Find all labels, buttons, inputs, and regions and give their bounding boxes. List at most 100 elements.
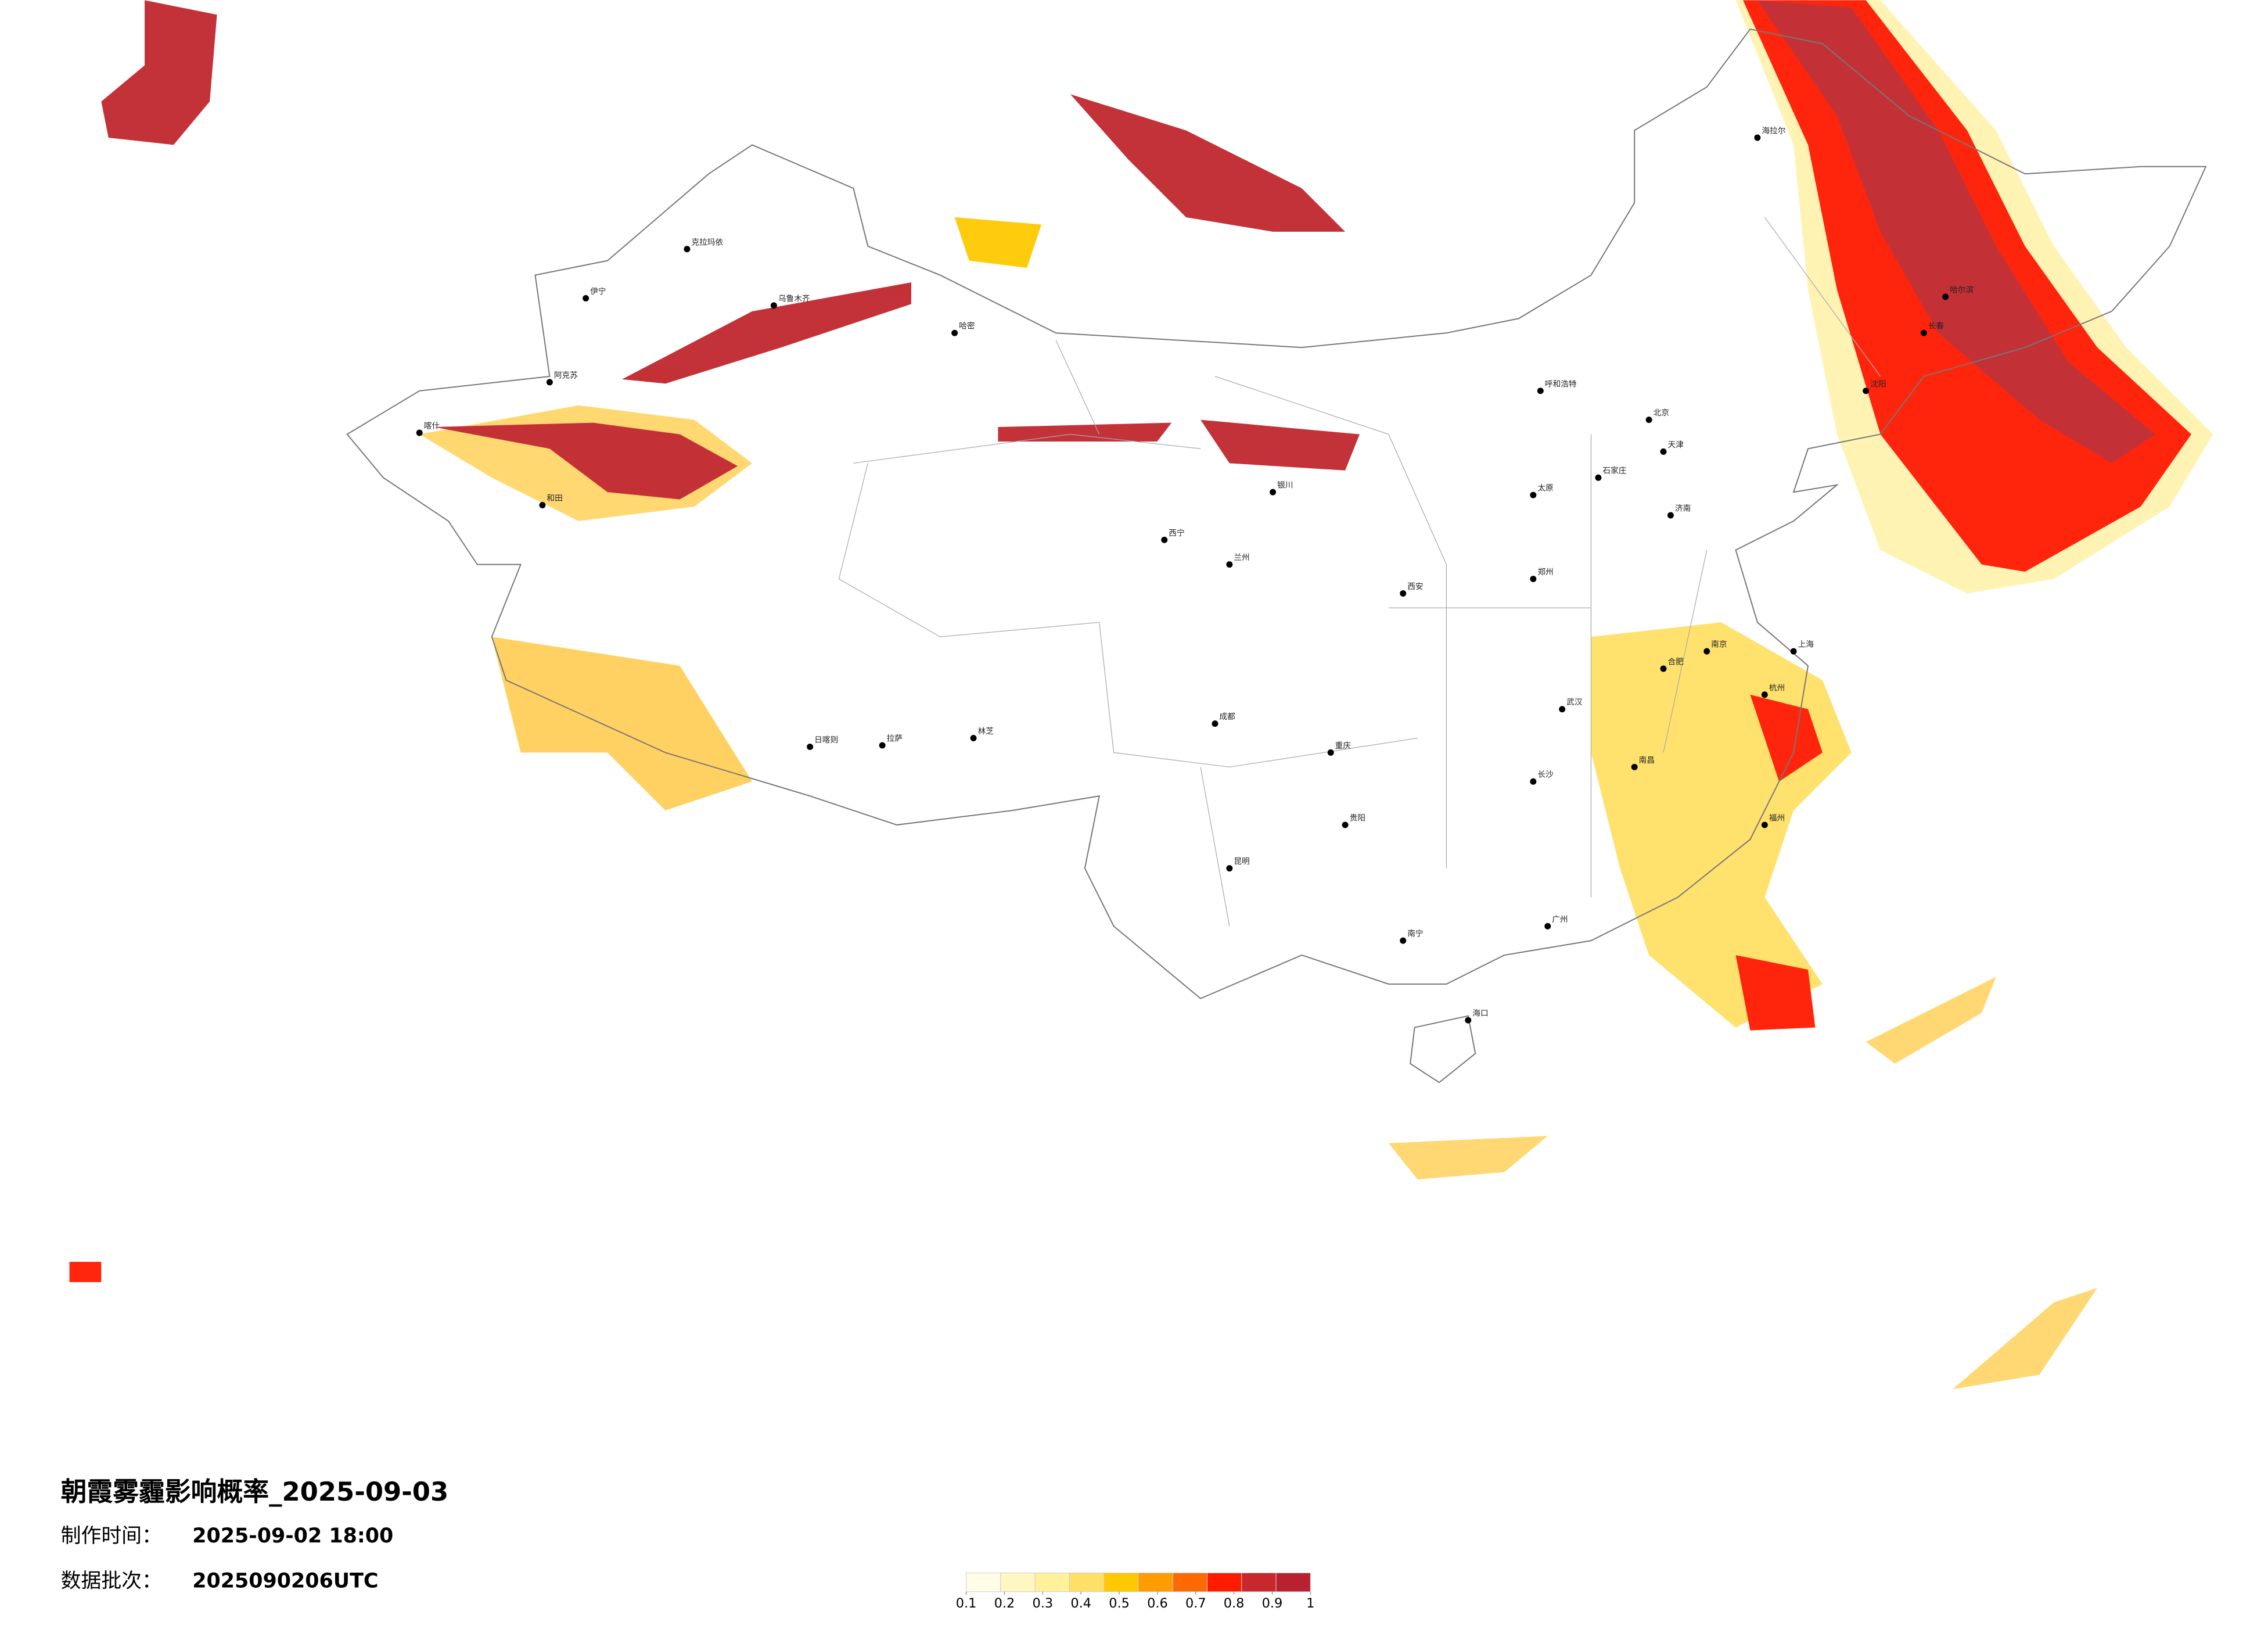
city-dot: [583, 295, 590, 302]
legend-swatch: [966, 1572, 1001, 1592]
city-label: 长沙: [1537, 770, 1554, 780]
city-label: 福州: [1769, 813, 1785, 823]
legend-swatch: [1207, 1572, 1242, 1592]
legend: 0.1 0.2 0.3 0.4 0.5 0.6 0.7 0.8 0.9 1: [956, 1572, 1314, 1611]
city-label: 哈密: [959, 321, 975, 331]
city-label: 日喀则: [814, 735, 838, 745]
legend-swatch: [1034, 1572, 1070, 1592]
city-label: 呼和浩特: [1545, 379, 1577, 389]
city-dot: [1465, 1017, 1472, 1024]
legend-tick-label: 0.6: [1147, 1596, 1168, 1611]
legend-swatch: [1000, 1572, 1036, 1592]
city-dot: [1400, 590, 1407, 597]
city-dot: [1226, 561, 1233, 568]
city-dot: [1660, 665, 1667, 672]
city-dot: [1645, 417, 1652, 424]
border: [346, 28, 2207, 999]
made-time-label: 制作时间：: [61, 1524, 162, 1548]
city-dot: [1327, 749, 1334, 756]
city-dot: [1342, 821, 1349, 828]
patch: [69, 1262, 102, 1282]
legend-swatch: [1138, 1572, 1173, 1592]
legend-swatch: [1104, 1572, 1139, 1592]
city-label: 太原: [1537, 484, 1553, 493]
city-dot: [684, 246, 691, 253]
city-dot: [1544, 923, 1551, 930]
made-time-value: 2025-09-02 18:00: [192, 1524, 393, 1548]
city-dot: [1920, 329, 1927, 336]
city-dot: [1400, 937, 1407, 944]
city-dot: [546, 379, 553, 386]
province-lines: [838, 217, 1881, 927]
city-label: 南京: [1711, 640, 1727, 650]
city-dot: [539, 502, 546, 509]
city-label: 天津: [1667, 440, 1684, 450]
city-label: 沈阳: [1870, 379, 1886, 389]
city-dot: [1761, 691, 1768, 698]
hainan: [1410, 1015, 1476, 1083]
city-dot: [1703, 648, 1710, 655]
city-label: 海口: [1472, 1009, 1488, 1018]
city-dot: [1226, 865, 1233, 872]
city-label: 贵阳: [1350, 813, 1365, 823]
city-label: 喀什: [424, 422, 440, 431]
city-label: 兰州: [1234, 553, 1249, 562]
city-dot: [1761, 821, 1768, 828]
city-dot: [1942, 293, 1949, 300]
city-label: 哈尔滨: [1950, 285, 1974, 295]
patch: [1591, 622, 1852, 1028]
city-dot: [1667, 512, 1674, 519]
city-label: 阿克苏: [554, 371, 578, 380]
city-dot: [1790, 648, 1797, 655]
patch: [998, 419, 1360, 471]
city-label: 昆明: [1234, 857, 1249, 866]
legend-tick-label: 0.5: [1109, 1596, 1130, 1611]
city-dot: [1270, 489, 1277, 496]
legend-tick-label: 0.3: [1033, 1596, 1054, 1611]
city-label: 武汉: [1566, 698, 1583, 707]
patch: [1757, 0, 2155, 464]
city-dot: [970, 735, 977, 741]
city-dot: [807, 743, 814, 750]
patch: [1070, 94, 1346, 232]
city-dot: [1631, 763, 1638, 770]
country-outline: [346, 28, 2207, 1083]
city-dot: [1595, 474, 1602, 481]
city-dot: [1530, 491, 1537, 498]
city-dot: [1660, 448, 1667, 455]
city-label: 西安: [1407, 582, 1423, 591]
city-dot: [1530, 778, 1537, 785]
patch: [434, 422, 738, 500]
legend-swatch: [1172, 1572, 1208, 1592]
city-label: 合肥: [1667, 657, 1684, 666]
title: 朝霞雾霾影响概率_2025-09-03: [61, 1476, 449, 1507]
legend-swatch: [1069, 1572, 1105, 1592]
patch: [1735, 694, 1823, 1031]
city-label: 拉萨: [887, 734, 903, 743]
patch: [491, 637, 753, 811]
haze-patches: [69, 0, 2213, 1390]
city-label: 和田: [547, 494, 562, 503]
city-label: 长春: [1928, 322, 1944, 331]
city-dot: [1161, 536, 1168, 543]
city-label: 广州: [1552, 915, 1568, 924]
city-label: 杭州: [1769, 683, 1785, 692]
city-dot: [951, 329, 958, 336]
city-dot: [1537, 387, 1544, 394]
city-dot: [1212, 720, 1219, 727]
city-dot: [1530, 576, 1537, 583]
city-label: 重庆: [1335, 741, 1352, 751]
patch: [1388, 977, 2098, 1390]
city-label: 济南: [1675, 504, 1691, 513]
city-label: 成都: [1219, 712, 1235, 722]
city-label: 南宁: [1407, 929, 1423, 939]
city-label: 克拉玛依: [691, 238, 723, 247]
city-label: 上海: [1798, 640, 1814, 650]
patch: [621, 282, 911, 384]
legend-swatch: [1275, 1572, 1311, 1592]
city-label: 南昌: [1639, 756, 1655, 765]
city-label: 林芝: [978, 727, 994, 736]
legend-tick-label: 0.1: [956, 1596, 977, 1611]
legend-tick-label: 0.2: [994, 1596, 1015, 1611]
